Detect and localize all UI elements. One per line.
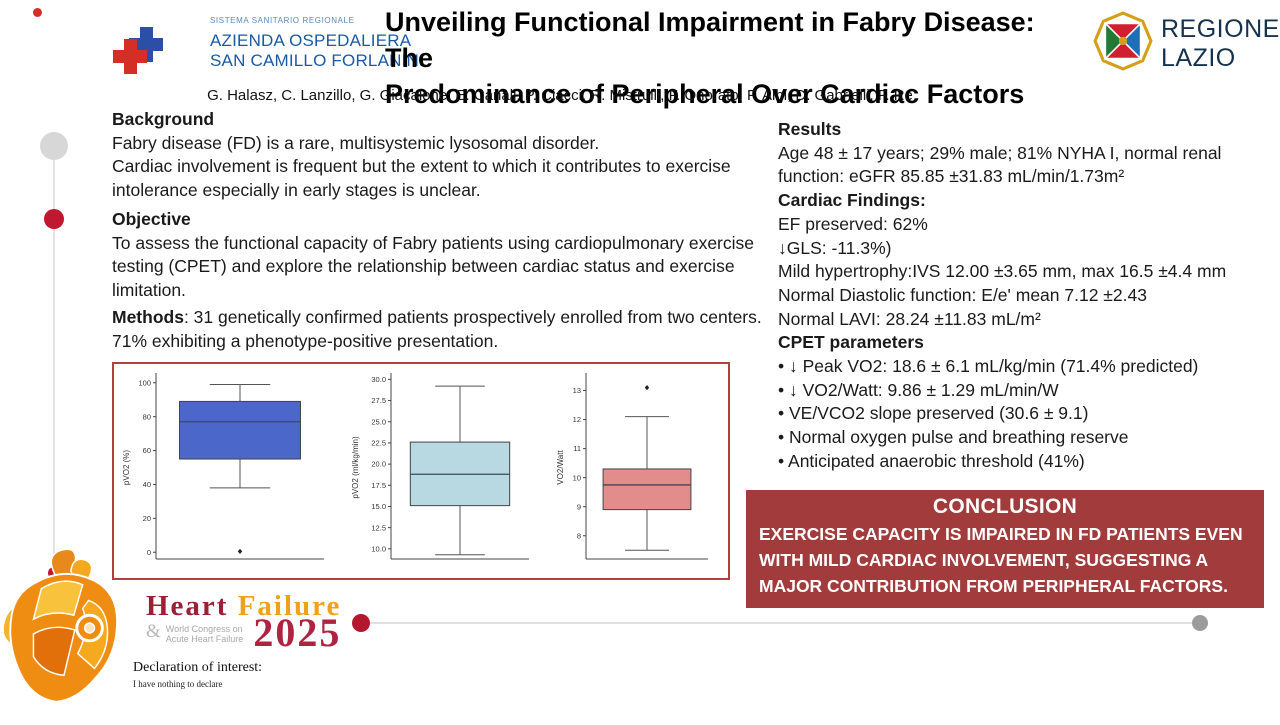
timeline-red-dot	[44, 209, 64, 229]
svg-text:12.5: 12.5	[371, 523, 386, 532]
poster-title-line2: Predominance of Peripheral Over Cardiac …	[385, 79, 1025, 109]
declaration-heading: Declaration of interest:	[133, 660, 263, 675]
hospital-name-line1: AZIENDA OSPEDALIERA	[210, 31, 412, 50]
cpet-bullet: • ↓ VO2/Watt: 9.86 ± 1.29 mL/min/W	[778, 379, 1059, 400]
svg-text:pVO2 (%): pVO2 (%)	[122, 450, 131, 485]
heart-illustration	[0, 540, 126, 725]
boxplot-panel: 0 20 40 60 80 100 pVO2 (%) 10.0 12.5 15.0 17.5 20.…	[112, 362, 730, 580]
hospital-logo: SISTEMA SANITARIO REGIONALE AZIENDA OSPE…	[112, 12, 424, 79]
declaration-text: I have nothing to declare	[133, 679, 223, 689]
authors-line: G. Halasz, C. Lanzillo, G. Giacalone, E.…	[207, 87, 913, 104]
regione-lazio-logo: REGIONE LAZIO	[1093, 10, 1280, 77]
congress-word-heart: Heart	[146, 590, 229, 622]
left-column: Background Fabry disease (FD) is a rare,…	[112, 108, 778, 353]
declaration-of-interest: Declaration of interest: I have nothing …	[133, 660, 262, 689]
conclusion-box: CONCLUSION EXERCISE CAPACITY IS IMPAIRED…	[746, 490, 1264, 608]
results-heading: Results	[778, 119, 842, 139]
svg-text:VO2/Watt: VO2/Watt	[556, 450, 565, 485]
timeline-gray-dot	[40, 132, 68, 160]
cpet-bullet: • Normal oxygen pulse and breathing rese…	[778, 427, 1129, 448]
cardiac-line: Mild hypertrophy:IVS 12.00 ±3.65 mm, max…	[778, 261, 1227, 282]
svg-text:60: 60	[143, 446, 151, 455]
svg-text:17.5: 17.5	[371, 481, 386, 490]
congress-subtitle-2: Acute Heart Failure	[165, 634, 244, 644]
congress-subtitle-1: World Congress on	[165, 624, 243, 634]
hospital-system-label: SISTEMA SANITARIO REGIONALE	[210, 16, 355, 25]
horizontal-timeline-line	[362, 622, 1200, 624]
vertical-timeline-line	[53, 146, 55, 573]
boxplot-pvo2-percent: 0 20 40 60 80 100 pVO2 (%)	[120, 367, 332, 576]
boxplot-vo2-watt: 8 9 10 11 12 13 VO2/Watt	[554, 367, 716, 576]
cpet-bullet: • VE/VCO2 slope preserved (30.6 ± 9.1)	[778, 403, 1089, 424]
svg-text:0: 0	[147, 548, 151, 557]
svg-text:40: 40	[143, 480, 151, 489]
conclusion-heading: CONCLUSION	[932, 495, 1078, 518]
congress-word-failure: Failure	[237, 590, 342, 622]
background-heading: Background	[112, 109, 215, 129]
svg-text:80: 80	[143, 412, 151, 421]
cardiac-line: ↓GLS: -11.3%)	[778, 237, 892, 258]
cardiac-findings-heading: Cardiac Findings:	[778, 190, 926, 211]
cpet-heading: CPET parameters	[778, 332, 924, 353]
regione-lazio-emblem-icon	[1093, 10, 1153, 77]
svg-text:13: 13	[573, 386, 581, 395]
cardiac-line: EF preserved: 62%	[778, 213, 928, 234]
objective-heading: Objective	[112, 209, 191, 229]
poster-title: Unveiling Functional Impairment in Fabry…	[385, 4, 1075, 112]
svg-text:30.0: 30.0	[371, 375, 386, 384]
svg-text:10.0: 10.0	[371, 544, 386, 553]
methods-text: : 31 genetically confirmed patients pros…	[112, 307, 762, 351]
cpet-bullet: • ↓ Peak VO2: 18.6 ± 6.1 mL/kg/min (71.4…	[778, 356, 1199, 377]
hospital-cross-icon	[112, 22, 164, 79]
objective-text: To assess the functional capacity of Fab…	[112, 232, 754, 300]
svg-text:11: 11	[573, 444, 581, 453]
svg-text:20.0: 20.0	[371, 460, 386, 469]
svg-text:pVO2 (ml/kg/min): pVO2 (ml/kg/min)	[351, 436, 360, 499]
conclusion-text: EXERCISE CAPACITY IS IMPAIRED IN FD PATI…	[759, 524, 1243, 596]
svg-text:27.5: 27.5	[371, 396, 386, 405]
cpet-bullet: • Anticipated anaerobic threshold (41%)	[778, 450, 1085, 471]
hospital-name-line2: SAN CAMILLO FORLANINI	[210, 51, 424, 70]
svg-text:20: 20	[143, 514, 151, 523]
congress-ampersand: &	[146, 621, 161, 642]
timeline-red-dot-bottom	[352, 614, 370, 632]
methods-paragraph: Methods: 31 genetically confirmed patien…	[112, 306, 778, 353]
svg-text:100: 100	[138, 378, 151, 387]
results-intro: Age 48 ± 17 years; 29% male; 81% NYHA I,…	[778, 142, 1222, 187]
svg-text:15.0: 15.0	[371, 502, 386, 511]
svg-text:12: 12	[573, 415, 581, 424]
methods-label: Methods	[112, 307, 184, 327]
timeline-gray-dot-bottom	[1192, 615, 1208, 631]
svg-text:22.5: 22.5	[371, 439, 386, 448]
svg-text:9: 9	[577, 502, 581, 511]
cardiac-line: Normal LAVI: 28.24 ±11.83 mL/m²	[778, 308, 1041, 329]
congress-year: 2025	[253, 610, 342, 655]
results-column: Results Age 48 ± 17 years; 29% male; 81%…	[778, 118, 1268, 474]
svg-text:8: 8	[577, 531, 581, 540]
corner-red-dot	[33, 8, 42, 17]
background-text-2: Cardiac involvement is frequent but the …	[112, 156, 731, 200]
regione-text-line1: REGIONE	[1161, 15, 1280, 43]
svg-text:10: 10	[573, 473, 581, 482]
boxplot-pvo2-mlkgmin: 10.0 12.5 15.0 17.5 20.0 22.5 25.0 27.5 30.0 pVO2…	[349, 367, 537, 576]
regione-text-line2: LAZIO	[1161, 44, 1236, 72]
svg-text:25.0: 25.0	[371, 417, 386, 426]
cardiac-line: Normal Diastolic function: E/e' mean 7.1…	[778, 284, 1147, 305]
background-text-1: Fabry disease (FD) is a rare, multisyste…	[112, 132, 600, 153]
poster-title-line1: Unveiling Functional Impairment in Fabry…	[385, 7, 1035, 73]
heart-failure-2025-logo: Heart Failure & World Congress on Acute …	[146, 590, 342, 655]
